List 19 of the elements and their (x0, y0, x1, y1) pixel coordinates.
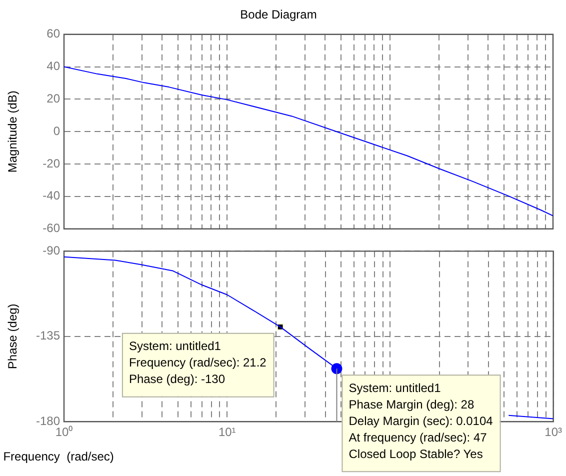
y-axis-title: Phase (deg) (6, 304, 20, 370)
y-tick-label: -180 (36, 414, 60, 428)
x-tick-label: 10³ (544, 425, 562, 440)
y-tick-label: -40 (42, 188, 60, 203)
y-tick-label: 40 (46, 59, 60, 74)
y-tick-label: 0 (53, 124, 60, 138)
annotation: System: untitled1 Frequency (rad/sec): 21.2 Phase (deg): -130 (128, 339, 267, 386)
annotation: System: untitled1 Phase Margin (deg): 28 Delay Margin (sec): 0.0104 At frequency (rad/sec): 47 Closed Loop Stable? Yes (348, 380, 494, 461)
y-axis-title: Magnitude (dB) (6, 90, 20, 173)
y-tick-label: 60 (46, 26, 60, 41)
y-tick-label: 20 (46, 92, 60, 106)
y-tick-label: -135 (36, 328, 60, 343)
chart-title: Bode Diagram (240, 8, 317, 22)
x-axis-title: Frequency (rad/sec) (3, 450, 114, 464)
y-tick-label: -60 (42, 221, 60, 236)
y-tick-label: -20 (42, 156, 60, 170)
x-tick-label: 10¹ (218, 425, 236, 440)
x-tick-label: 10⁰ (55, 425, 73, 440)
y-tick-label: -90 (42, 244, 60, 258)
